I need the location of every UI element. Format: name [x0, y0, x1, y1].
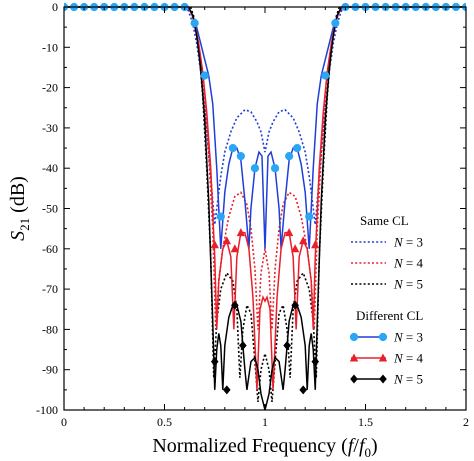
x-tick-label: 2 [463, 415, 469, 429]
data-point-diff4 [284, 228, 294, 237]
data-point-diff3 [236, 152, 245, 161]
legend-label-diff5: N = 5 [393, 372, 423, 387]
data-point-diff5 [299, 385, 307, 395]
legend-layer: Same CL N = 3 N = 4 N = 5 Different CL N = 3 N… [349, 213, 424, 387]
y-tick-label: -80 [42, 322, 58, 336]
data-point-diff3 [216, 212, 225, 221]
data-point-diff3 [293, 143, 302, 153]
data-point-diff5 [223, 385, 231, 395]
data-point-diff5 [311, 357, 320, 367]
y-tick-label: -90 [42, 363, 58, 377]
legend-label-same3: N = 3 [393, 235, 423, 250]
legend-label-same4: N = 4 [393, 256, 424, 271]
data-point-diff4 [230, 244, 240, 253]
data-point-diff4 [298, 236, 308, 245]
y-tick-label: -40 [42, 161, 58, 175]
legend-group-title: Different CL [356, 308, 423, 323]
data-point-diff5 [283, 341, 291, 351]
legend-group-title: Same CL [360, 213, 409, 228]
plot-layer [64, 2, 466, 410]
y-tick-label: -10 [42, 40, 58, 54]
series-line-diff4 [64, 6, 466, 390]
x-axis-title: Normalized Frequency (f/f0) [152, 435, 377, 460]
plot-area [64, 2, 466, 410]
series-line-diff3 [64, 6, 466, 249]
legend-label-diff3: N = 3 [393, 330, 423, 345]
y-tick-label: -100 [36, 403, 58, 417]
x-tick-label: 1 [262, 415, 268, 429]
data-point-diff3 [305, 212, 314, 221]
legend-label-same5: N = 5 [393, 277, 423, 292]
data-point-diff4 [210, 240, 219, 249]
data-point-diff3 [331, 19, 340, 28]
data-point-diff4 [222, 236, 232, 245]
y-axis-title: S21 (dB) [7, 176, 32, 241]
y-tick-label: -20 [42, 81, 58, 95]
y-tick-label: -70 [42, 282, 58, 296]
data-point-diff5 [291, 300, 299, 310]
legend-marker-diff4 [349, 353, 359, 362]
x-tick-label: 0 [61, 415, 67, 429]
legend-marker-diff3 [349, 332, 359, 342]
data-point-diff3 [250, 164, 260, 173]
data-point-diff5 [210, 357, 219, 367]
data-point-diff3 [270, 164, 280, 173]
x-tick-label: 1.5 [358, 415, 373, 429]
data-point-diff3 [321, 71, 330, 80]
data-point-diff3 [285, 152, 294, 161]
data-point-diff5 [231, 300, 239, 310]
legend-marker-diff3 [378, 332, 388, 342]
data-point-diff3 [228, 143, 237, 153]
y-tick-label: -60 [42, 242, 58, 256]
data-point-diff4 [311, 240, 320, 249]
legend-marker-diff4 [378, 353, 388, 362]
legend-label-diff4: N = 4 [393, 351, 424, 366]
data-point-diff4 [236, 228, 246, 237]
data-point-diff4 [290, 244, 300, 253]
x-tick-label: 0.5 [157, 415, 172, 429]
y-tick-label: -50 [42, 202, 58, 216]
series-line-diff5 [64, 6, 466, 410]
legend-marker-diff5 [350, 374, 358, 384]
data-point-diff3 [200, 71, 209, 80]
y-tick-label: 0 [52, 0, 58, 14]
legend-marker-diff5 [379, 374, 387, 384]
data-point-diff5 [239, 341, 247, 351]
data-point-diff3 [190, 19, 199, 28]
y-tick-label: -30 [42, 121, 58, 135]
